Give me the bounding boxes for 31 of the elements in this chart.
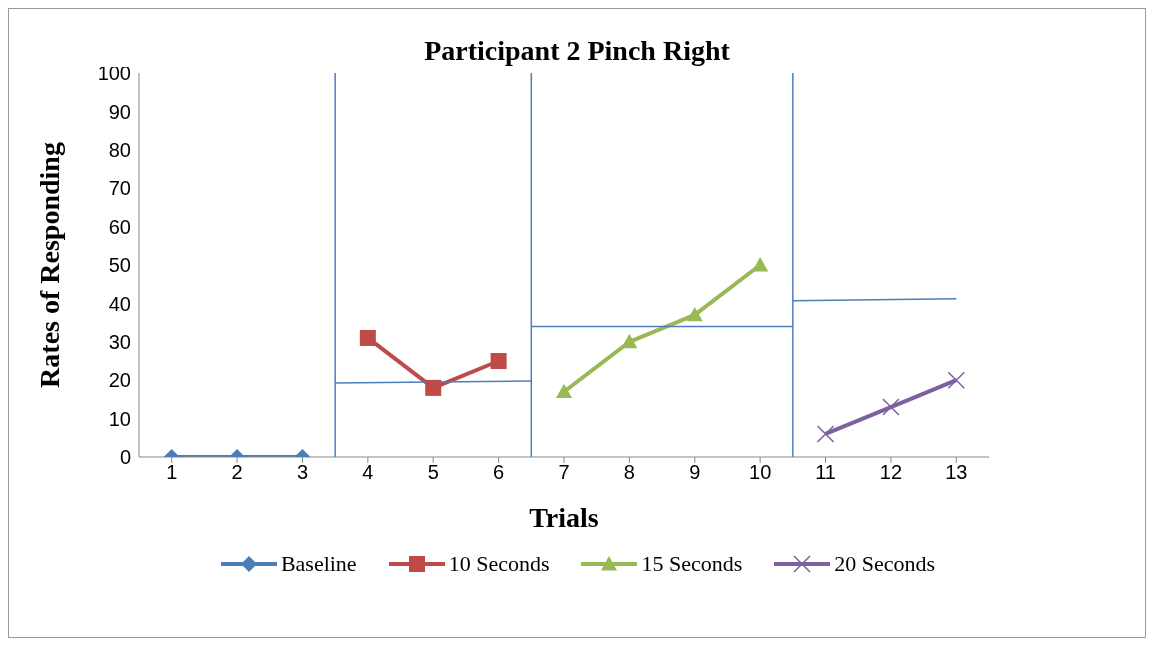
y-tick-label: 40 — [108, 292, 131, 315]
legend-label: 20 Seconds — [834, 551, 936, 577]
x-tick-label: 5 — [427, 461, 439, 484]
legend-label: 10 Seconds — [448, 551, 550, 577]
x-tick-label: 3 — [296, 461, 309, 484]
x-tick-label: 4 — [362, 461, 374, 484]
y-tick-label: 30 — [108, 330, 131, 353]
x-axis-title: Trials — [529, 502, 599, 533]
chart-title: Participant 2 Pinch Right — [424, 35, 730, 66]
x-tick-label: 12 — [879, 461, 903, 484]
x-tick-label: 1 — [166, 461, 178, 484]
legend-label: 15 Seconds — [641, 551, 743, 577]
y-tick-label: 10 — [108, 407, 131, 430]
x-tick-label: 13 — [945, 461, 968, 484]
x-tick-label: 10 — [749, 461, 772, 484]
y-tick-label: 80 — [108, 138, 131, 161]
y-tick-label: 0 — [119, 446, 131, 469]
x-tick-label: 11 — [815, 461, 836, 484]
y-tick-label: 90 — [108, 100, 131, 123]
y-tick-label: 70 — [108, 177, 131, 200]
y-tick-label: 100 — [97, 62, 131, 85]
x-tick-label: 6 — [493, 461, 505, 484]
x-tick-label: 8 — [623, 461, 635, 484]
y-axis-title: Rates of Responding — [33, 142, 65, 388]
y-tick-label: 50 — [108, 254, 131, 277]
legend-label: Baseline — [280, 551, 357, 577]
y-tick-label: 60 — [108, 215, 131, 238]
y-tick-label: 20 — [108, 369, 131, 392]
x-tick-label: 9 — [689, 461, 701, 484]
x-tick-label: 7 — [558, 461, 570, 484]
x-tick-label: 2 — [231, 461, 243, 484]
